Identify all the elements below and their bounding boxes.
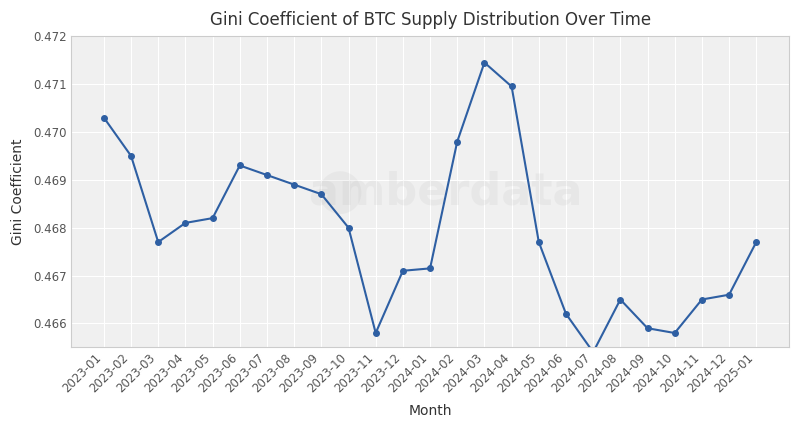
Y-axis label: Gini Coefficient: Gini Coefficient [11,139,25,245]
Title: Gini Coefficient of BTC Supply Distribution Over Time: Gini Coefficient of BTC Supply Distribut… [210,11,650,29]
Text: amberdata: amberdata [278,170,582,213]
Text: ●: ● [316,165,365,219]
X-axis label: Month: Month [408,404,452,418]
